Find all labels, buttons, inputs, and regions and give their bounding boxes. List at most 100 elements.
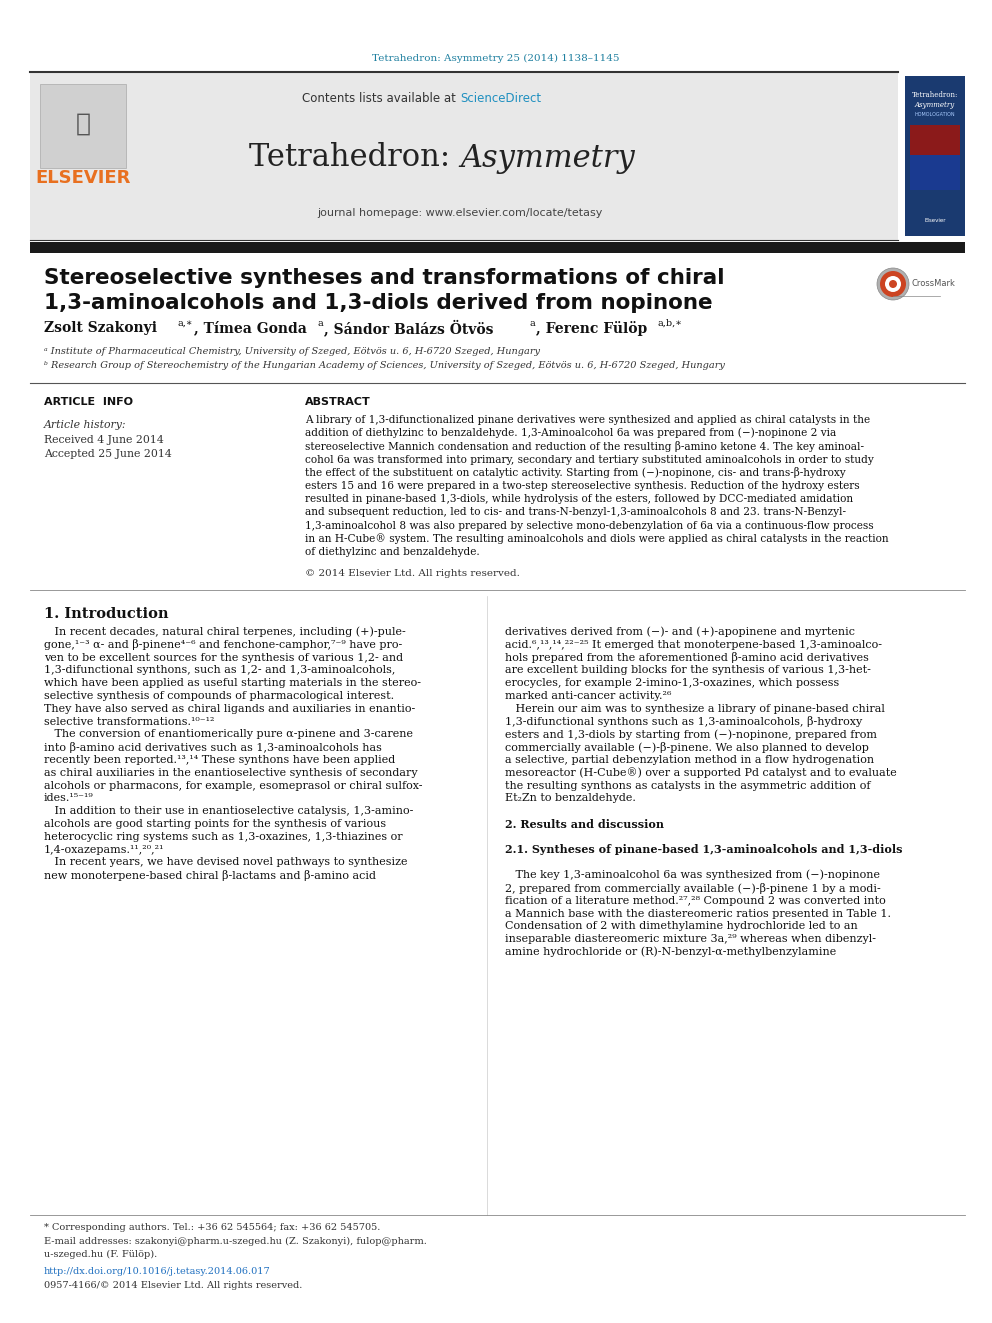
Text: E-mail addresses: szakonyi@pharm.u-szeged.hu (Z. Szakonyi), fulop@pharm.: E-mail addresses: szakonyi@pharm.u-szege… [44,1237,427,1245]
Text: Asymmetry: Asymmetry [915,101,955,108]
Text: ScienceDirect: ScienceDirect [460,91,541,105]
Text: hols prepared from the aforementioned β-amino acid derivatives: hols prepared from the aforementioned β-… [505,652,869,663]
Text: Stereoselective syntheses and transformations of chiral: Stereoselective syntheses and transforma… [44,269,724,288]
Text: as chiral auxiliaries in the enantioselective synthesis of secondary: as chiral auxiliaries in the enantiosele… [44,767,418,778]
Text: gone,¹⁻³ α- and β-pinene⁴⁻⁶ and fenchone-camphor,⁷⁻⁹ have pro-: gone,¹⁻³ α- and β-pinene⁴⁻⁶ and fenchone… [44,639,402,651]
Text: stereoselective Mannich condensation and reduction of the resulting β-amino keto: stereoselective Mannich condensation and… [305,441,864,452]
Text: ᵃ Institute of Pharmaceutical Chemistry, University of Szeged, Eötvös u. 6, H-67: ᵃ Institute of Pharmaceutical Chemistry,… [44,348,540,356]
Text: the resulting synthons as catalysts in the asymmetric addition of: the resulting synthons as catalysts in t… [505,781,871,791]
Text: and subsequent reduction, led to cis- and trans-N-benzyl-1,3-aminoalcohols 8 and: and subsequent reduction, led to cis- an… [305,508,846,517]
Text: The key 1,3-aminoalcohol 6a was synthesized from (−)-nopinone: The key 1,3-aminoalcohol 6a was synthesi… [505,871,880,881]
Text: alcohols or pharmacons, for example, esomeprasol or chiral sulfox-: alcohols or pharmacons, for example, eso… [44,781,423,791]
Text: a: a [530,319,536,328]
Text: recently been reported.¹³,¹⁴ These synthons have been applied: recently been reported.¹³,¹⁴ These synth… [44,755,395,765]
Circle shape [880,271,906,296]
Text: 1,3-aminoalcohols and 1,3-diols derived from nopinone: 1,3-aminoalcohols and 1,3-diols derived … [44,292,712,314]
Text: 1,3-difunctional synthons such as 1,3-aminoalcohols, β-hydroxy: 1,3-difunctional synthons such as 1,3-am… [505,716,862,728]
Text: In recent years, we have devised novel pathways to synthesize: In recent years, we have devised novel p… [44,857,408,868]
Text: , Sándor Balázs Ötvös: , Sándor Balázs Ötvös [324,320,493,336]
Text: which have been applied as useful starting materials in the stereo-: which have been applied as useful starti… [44,679,421,688]
Text: http://dx.doi.org/10.1016/j.tetasy.2014.06.017: http://dx.doi.org/10.1016/j.tetasy.2014.… [44,1267,271,1277]
Text: Condensation of 2 with dimethylamine hydrochloride led to an: Condensation of 2 with dimethylamine hyd… [505,921,858,931]
Text: , Ferenc Fülöp: , Ferenc Fülöp [536,320,647,336]
Text: inseparable diastereomeric mixture 3a,²⁹ whereas when dibenzyl-: inseparable diastereomeric mixture 3a,²⁹… [505,934,876,945]
Text: are excellent building blocks for the synthesis of various 1,3-het-: are excellent building blocks for the sy… [505,665,871,676]
Text: erocycles, for example 2-imino-1,3-oxazines, which possess: erocycles, for example 2-imino-1,3-oxazi… [505,679,839,688]
Text: ARTICLE  INFO: ARTICLE INFO [44,397,133,407]
Text: ides.¹⁵⁻¹⁹: ides.¹⁵⁻¹⁹ [44,794,94,803]
Bar [905,75,965,235]
Text: Accepted 25 June 2014: Accepted 25 June 2014 [44,448,172,459]
Text: selective synthesis of compounds of pharmacological interest.: selective synthesis of compounds of phar… [44,691,394,701]
Text: acid.⁶,¹³,¹⁴,²²⁻²⁵ It emerged that monoterpene-based 1,3-aminoalco-: acid.⁶,¹³,¹⁴,²²⁻²⁵ It emerged that monot… [505,640,882,650]
Text: journal homepage: www.elsevier.com/locate/tetasy: journal homepage: www.elsevier.com/locat… [317,208,603,218]
Text: the effect of the substituent on catalytic activity. Starting from (−)-nopinone,: the effect of the substituent on catalyt… [305,467,845,479]
Text: a,b,∗: a,b,∗ [657,319,682,328]
Bar [30,71,898,239]
Text: addition of diethylzinc to benzaldehyde. 1,3-Aminoalcohol 6a was prepared from (: addition of diethylzinc to benzaldehyde.… [305,427,836,438]
Text: 1,3-aminoalcohol 8 was also prepared by selective mono-debenzylation of 6a via a: 1,3-aminoalcohol 8 was also prepared by … [305,520,874,531]
Text: into β-amino acid derivatives such as 1,3-aminoalcohols has: into β-amino acid derivatives such as 1,… [44,742,382,753]
Text: cohol 6a was transformed into primary, secondary and tertiary substituted aminoa: cohol 6a was transformed into primary, s… [305,455,874,464]
Text: of diethylzinc and benzaldehyde.: of diethylzinc and benzaldehyde. [305,546,480,557]
Text: a selective, partial debenzylation method in a flow hydrogenation: a selective, partial debenzylation metho… [505,755,874,765]
Text: Tetrahedron:: Tetrahedron: [249,143,460,173]
Text: Article history:: Article history: [44,419,127,430]
Circle shape [877,269,909,300]
Text: 0957-4166/© 2014 Elsevier Ltd. All rights reserved.: 0957-4166/© 2014 Elsevier Ltd. All right… [44,1282,303,1290]
Circle shape [885,277,901,292]
Text: amine hydrochloride or (R)-N-benzyl-α-methylbenzylamine: amine hydrochloride or (R)-N-benzyl-α-me… [505,947,836,958]
Text: 1,3-difunctional synthons, such as 1,2- and 1,3-aminoalcohols,: 1,3-difunctional synthons, such as 1,2- … [44,665,396,676]
Text: alcohols are good starting points for the synthesis of various: alcohols are good starting points for th… [44,819,386,830]
Text: new monoterpene-based chiral β-lactams and β-amino acid: new monoterpene-based chiral β-lactams a… [44,869,376,881]
Text: A library of 1,3-difunctionalized pinane derivatives were synthesized and applie: A library of 1,3-difunctionalized pinane… [305,415,870,425]
Text: u-szeged.hu (F. Fülöp).: u-szeged.hu (F. Fülöp). [44,1249,158,1258]
Text: In addition to their use in enantioselective catalysis, 1,3-amino-: In addition to their use in enantioselec… [44,806,414,816]
Text: Contents lists available at: Contents lists available at [303,91,460,105]
Text: resulted in pinane-based 1,3-diols, while hydrolysis of the esters, followed by : resulted in pinane-based 1,3-diols, whil… [305,495,853,504]
Text: In recent decades, natural chiral terpenes, including (+)-pule-: In recent decades, natural chiral terpen… [44,627,406,638]
Text: CrossMark: CrossMark [912,279,956,288]
Text: in an H-Cube® system. The resulting aminoalcohols and diols were applied as chir: in an H-Cube® system. The resulting amin… [305,533,889,544]
Text: esters 15 and 16 were prepared in a two-step stereoselective synthesis. Reductio: esters 15 and 16 were prepared in a two-… [305,482,860,491]
Text: Asymmetry: Asymmetry [460,143,635,173]
Text: mesoreactor (H-Cube®) over a supported Pd catalyst and to evaluate: mesoreactor (H-Cube®) over a supported P… [505,767,897,778]
Text: 2. Results and discussion: 2. Results and discussion [505,819,664,830]
Text: Elsevier: Elsevier [925,217,945,222]
Bar [40,83,126,168]
Text: ELSEVIER: ELSEVIER [36,169,131,187]
Bar [910,124,960,191]
Text: Received 4 June 2014: Received 4 June 2014 [44,435,164,445]
Text: The conversion of enantiomerically pure α-pinene and 3-carene: The conversion of enantiomerically pure … [44,729,413,740]
Text: ven to be excellent sources for the synthesis of various 1,2- and: ven to be excellent sources for the synt… [44,652,403,663]
Circle shape [889,280,897,288]
Text: selective transformations.¹⁰⁻¹²: selective transformations.¹⁰⁻¹² [44,717,214,726]
Text: HOMOLOGATION: HOMOLOGATION [915,112,955,118]
Text: derivatives derived from (−)- and (+)-apopinene and myrtenic: derivatives derived from (−)- and (+)-ap… [505,627,855,638]
Text: Tetrahedron:: Tetrahedron: [912,91,958,99]
Text: 2, prepared from commercially available (−)-β-pinene 1 by a modi-: 2, prepared from commercially available … [505,882,881,893]
Text: 🌳: 🌳 [75,112,90,136]
Bar [910,155,960,191]
Text: Et₂Zn to benzaldehyde.: Et₂Zn to benzaldehyde. [505,794,636,803]
Text: They have also served as chiral ligands and auxiliaries in enantio-: They have also served as chiral ligands … [44,704,416,714]
Text: 1. Introduction: 1. Introduction [44,607,169,620]
Text: esters and 1,3-diols by starting from (−)-nopinone, prepared from: esters and 1,3-diols by starting from (−… [505,729,877,740]
Text: Zsolt Szakonyi: Zsolt Szakonyi [44,321,157,335]
Text: heterocyclic ring systems such as 1,3-oxazines, 1,3-thiazines or: heterocyclic ring systems such as 1,3-ox… [44,832,403,841]
Text: a: a [318,319,323,328]
Text: commercially available (−)-β-pinene. We also planned to develop: commercially available (−)-β-pinene. We … [505,742,869,753]
Text: a Mannich base with the diastereomeric ratios presented in Table 1.: a Mannich base with the diastereomeric r… [505,909,891,918]
Text: ᵇ Research Group of Stereochemistry of the Hungarian Academy of Sciences, Univer: ᵇ Research Group of Stereochemistry of t… [44,360,725,369]
Text: Herein our aim was to synthesize a library of pinane-based chiral: Herein our aim was to synthesize a libra… [505,704,885,714]
Text: a,∗: a,∗ [178,319,193,328]
Text: marked anti-cancer activity.²⁶: marked anti-cancer activity.²⁶ [505,691,672,701]
Text: 1,4-oxazepams.¹¹,²⁰,²¹: 1,4-oxazepams.¹¹,²⁰,²¹ [44,844,165,855]
Bar [30,242,965,253]
Text: , Tímea Gonda: , Tímea Gonda [194,320,307,336]
Text: Tetrahedron: Asymmetry 25 (2014) 1138–1145: Tetrahedron: Asymmetry 25 (2014) 1138–11… [372,53,620,62]
Text: ABSTRACT: ABSTRACT [305,397,371,407]
Text: © 2014 Elsevier Ltd. All rights reserved.: © 2014 Elsevier Ltd. All rights reserved… [305,569,520,578]
Text: 2.1. Syntheses of pinane-based 1,3-aminoalcohols and 1,3-diols: 2.1. Syntheses of pinane-based 1,3-amino… [505,844,903,855]
Text: fication of a literature method.²⁷,²⁸ Compound 2 was converted into: fication of a literature method.²⁷,²⁸ Co… [505,896,886,906]
